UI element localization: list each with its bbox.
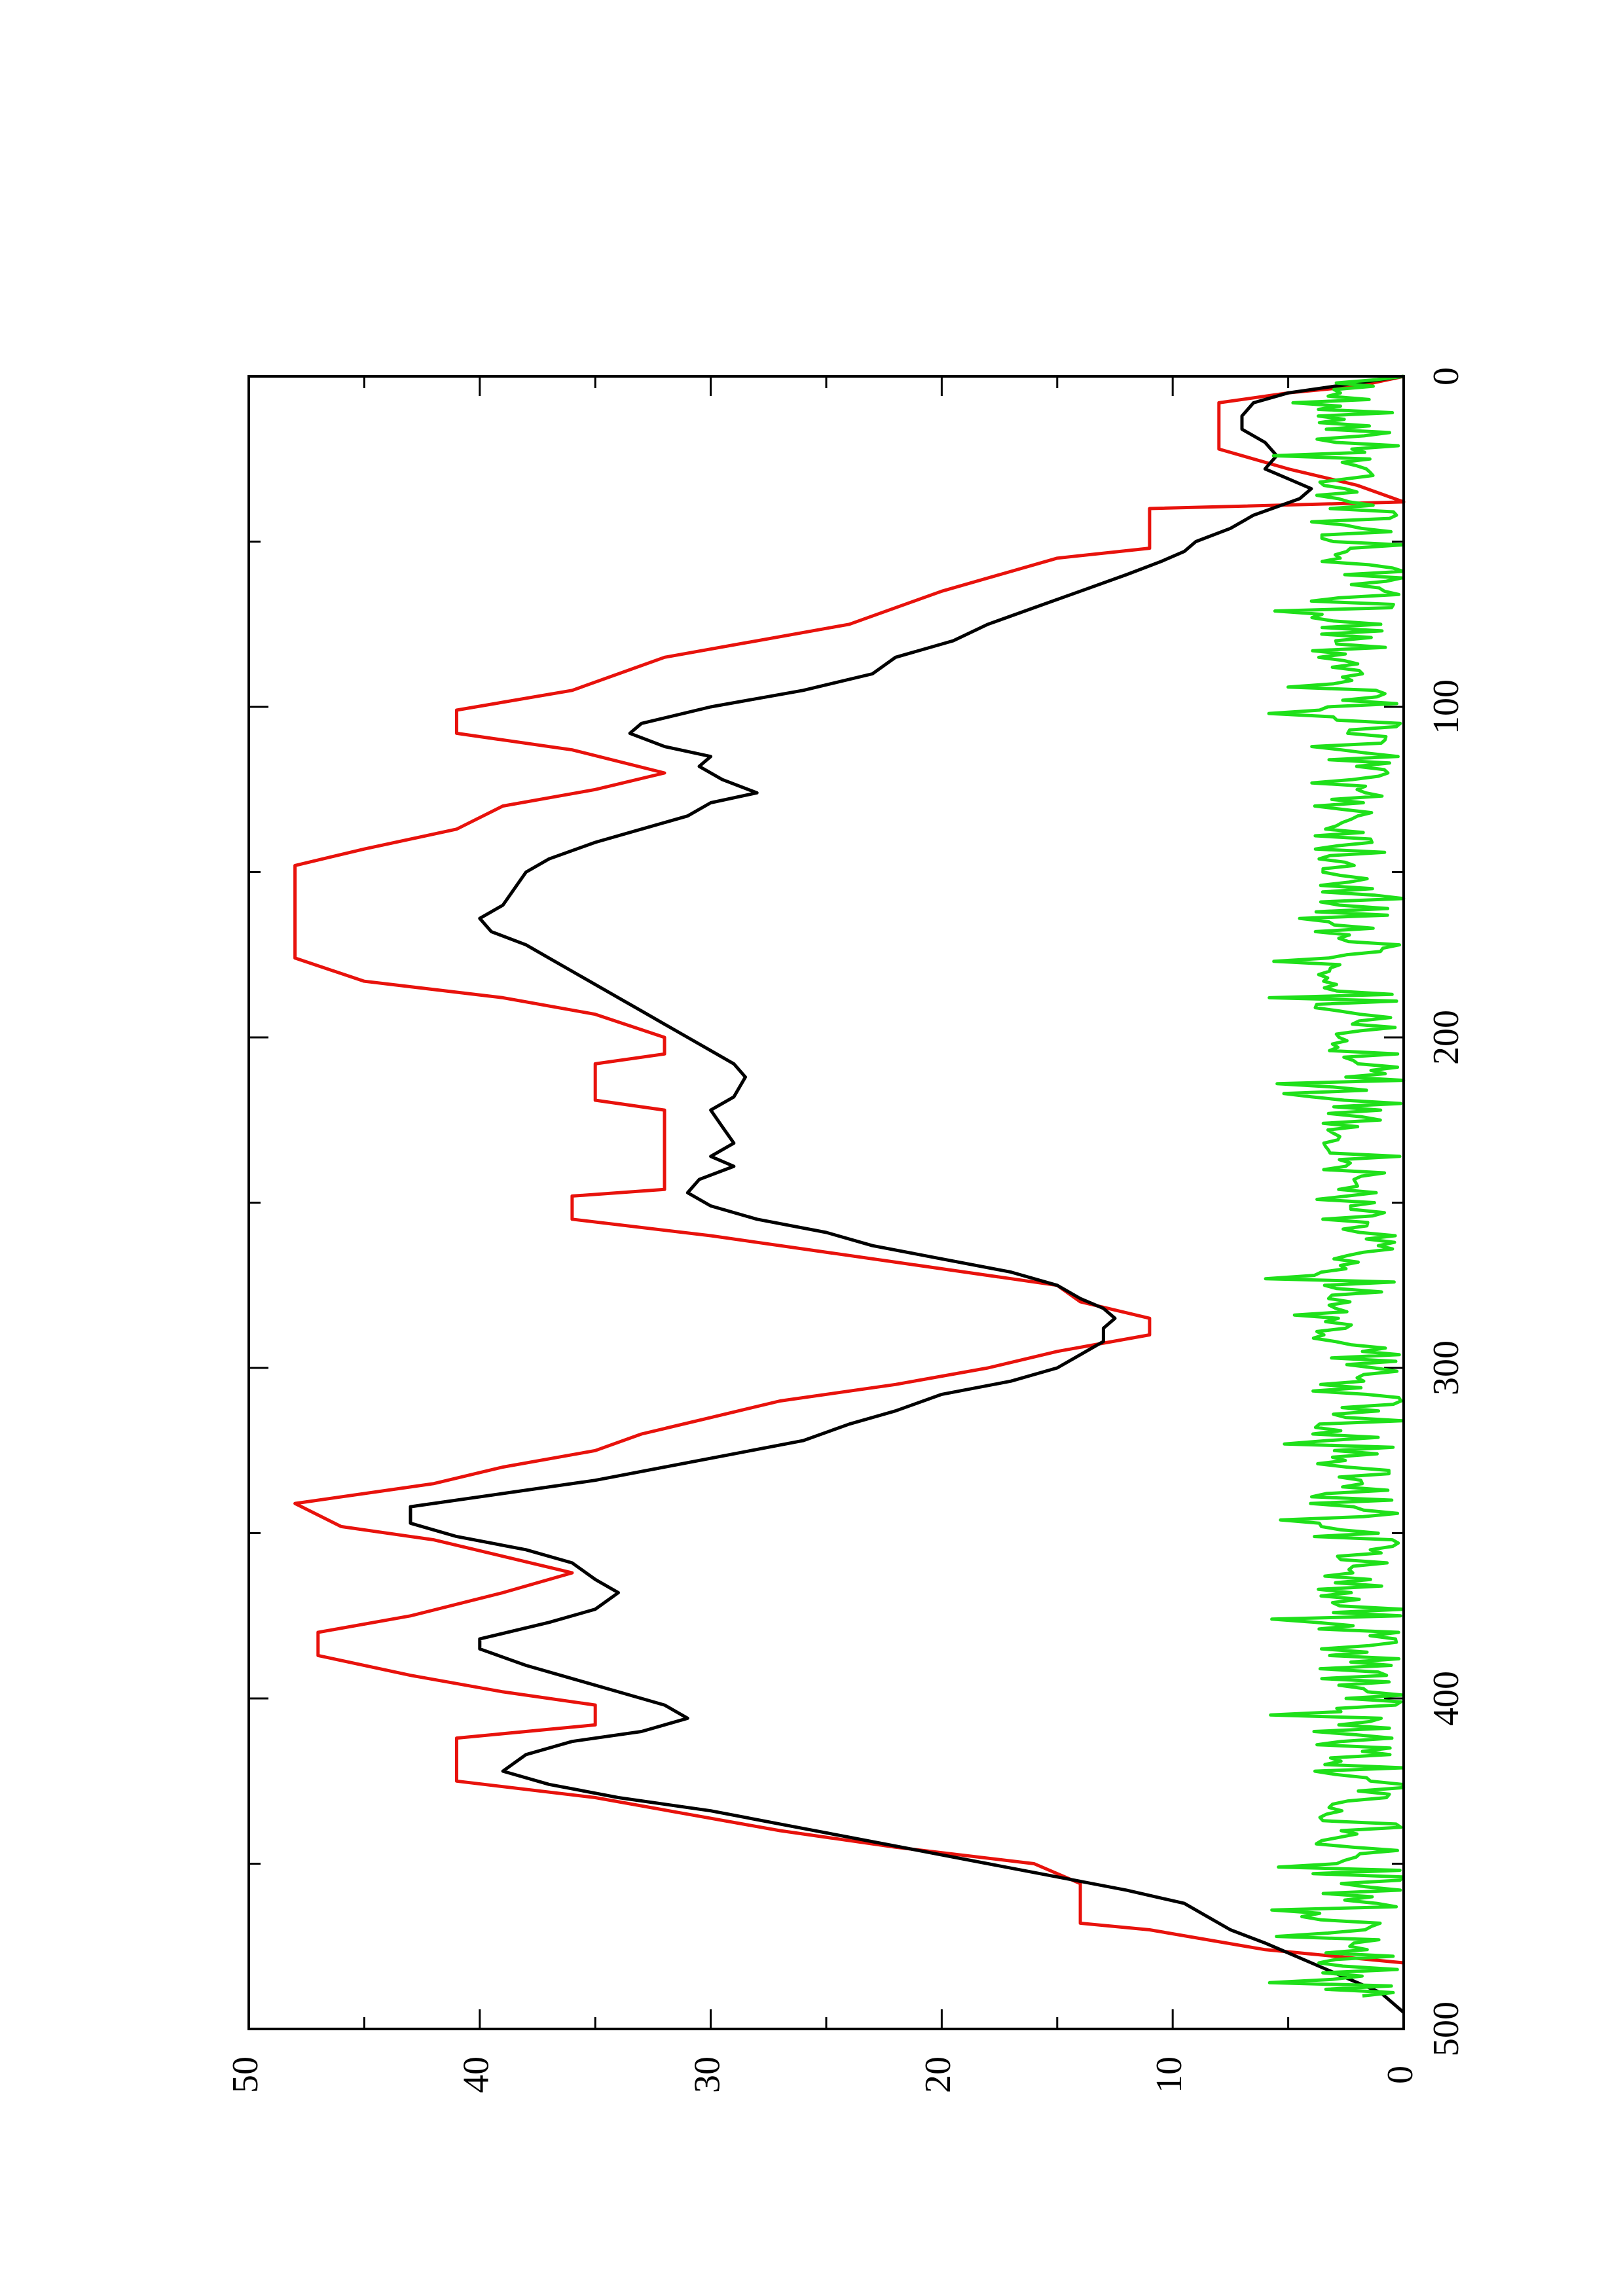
y-tick-label: 30: [687, 2056, 727, 2093]
series-line-3: [1264, 374, 1406, 1998]
y-tick-label: 20: [918, 2056, 958, 2093]
y-tick-label: 10: [1149, 2056, 1190, 2093]
y-tick-label: 0: [1380, 2066, 1421, 2084]
series-line-2: [409, 374, 1405, 2014]
x-tick-label: 100: [1426, 679, 1467, 734]
x-tick-label: 0: [1426, 367, 1467, 386]
x-tick-label: 400: [1426, 1671, 1467, 1726]
tick-labels: 0 100 200 300 400 500 0 10 20 30 40 50: [225, 367, 1467, 2093]
series-group: [293, 374, 1406, 2014]
plot-frame: [247, 375, 1405, 2030]
x-tick-label: 500: [1426, 2001, 1467, 2056]
x-tick-label: 200: [1426, 1010, 1467, 1065]
y-tick-label: 40: [456, 2056, 497, 2093]
y-tick-label: 50: [225, 2056, 266, 2093]
x-tick-label: 300: [1426, 1340, 1467, 1395]
